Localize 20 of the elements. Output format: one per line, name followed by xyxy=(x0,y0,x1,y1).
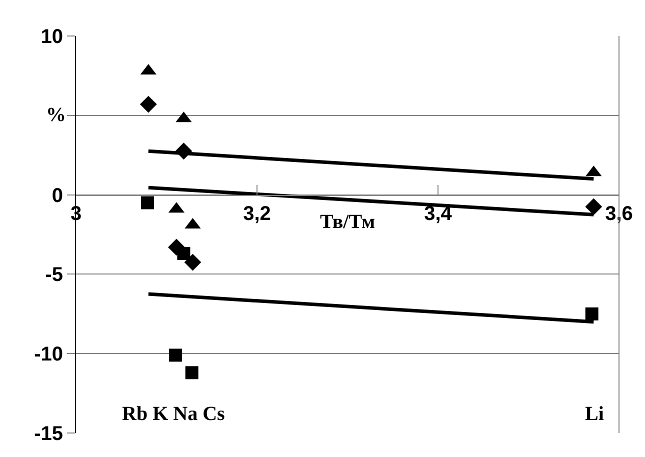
point xyxy=(177,247,190,260)
point xyxy=(585,307,598,320)
point xyxy=(585,198,602,216)
point xyxy=(169,348,182,362)
y-tick-label: 0 xyxy=(52,184,63,207)
x-tick-label: 3,2 xyxy=(243,202,271,225)
point xyxy=(185,366,198,380)
point xyxy=(141,196,154,210)
x-tick-label: 3,6 xyxy=(605,202,633,225)
x-axis-title: Тв/Тм xyxy=(320,211,376,233)
x-tick-label: 3,4 xyxy=(424,202,453,225)
y-tick-label: -10 xyxy=(34,344,63,366)
annotation: Rb K Na Cs xyxy=(122,403,226,425)
point xyxy=(140,96,157,113)
y-tick-label: -5 xyxy=(45,264,63,286)
y-axis-title: % xyxy=(46,104,66,126)
point xyxy=(184,254,202,271)
y-tick-label: -15 xyxy=(34,423,63,445)
y-tick-label: 10 xyxy=(40,26,63,48)
annotation: Li xyxy=(585,403,604,425)
